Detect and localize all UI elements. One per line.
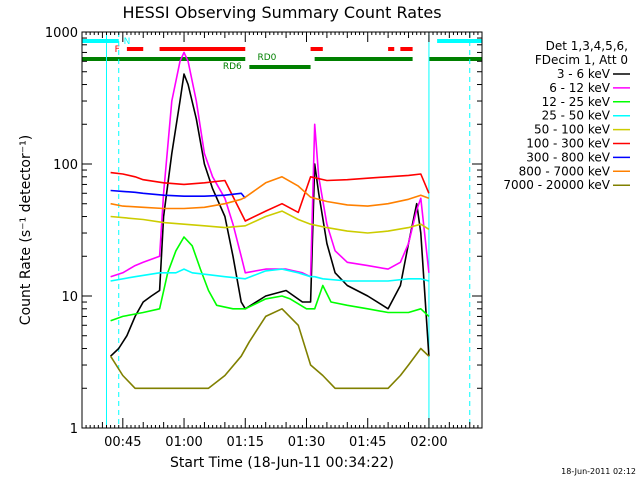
chart-title: HESSI Observing Summary Count Rates: [122, 3, 441, 22]
series-line-7: [110, 176, 430, 210]
series-line-0: [110, 73, 430, 357]
series-line-4: [110, 210, 430, 234]
x-tick-label: 02:00: [410, 435, 447, 450]
time-markers: [105, 32, 471, 428]
y-tick-label: 100: [53, 158, 78, 173]
flag-label-f: F: [115, 45, 120, 55]
legend-entry-label: 300 - 800 keV: [526, 150, 610, 164]
series-line-2: [110, 236, 430, 322]
series-line-8: [109, 307, 430, 390]
legend-entry-label: 100 - 300 keV: [526, 137, 610, 151]
y-tick-label: 1000: [45, 26, 78, 41]
flags-layer: NF RD0 RD6: [82, 37, 482, 72]
series-layer: [109, 51, 430, 390]
x-tick-label: 01:15: [227, 435, 264, 450]
series-line-6: [110, 189, 246, 199]
legend-entry-label: 800 - 7000 keV: [519, 164, 611, 178]
legend-header-line-2: FDecim 1, Att 0: [535, 53, 628, 67]
legend-entry-label: 50 - 100 keV: [534, 123, 611, 137]
series-line-3: [110, 268, 430, 282]
legend-entry-label: 7000 - 20000 keV: [503, 178, 610, 192]
legend-entry-label: 12 - 25 keV: [542, 95, 611, 109]
legend-entry-label: 3 - 6 keV: [557, 67, 611, 81]
series-line-1: [110, 51, 430, 278]
legend-entry-label: 6 - 12 keV: [549, 81, 611, 95]
x-tick-label: 01:45: [349, 435, 386, 450]
legend-header-line-1: Det 1,3,4,5,6,: [546, 39, 628, 53]
y-axis: 1 10 100 1000: [45, 26, 482, 437]
x-tick-label: 01:00: [165, 435, 202, 450]
x-tick-label: 00:45: [104, 435, 141, 450]
y-tick-label: 1: [70, 422, 78, 437]
flag-label-rd0: RD0: [258, 53, 277, 63]
legend: Det 1,3,4,5,6, FDecim 1, Att 0 3 - 6 keV…: [503, 39, 630, 192]
x-axis: 00:45 01:00 01:15 01:30 01:45 02:00: [85, 32, 479, 450]
flag-label-rd6: RD6: [223, 62, 242, 72]
flag-label-n: N: [124, 37, 131, 47]
y-axis-label: Count Rate (s⁻¹ detector⁻¹): [18, 135, 34, 325]
generation-timestamp: 18-Jun-2011 02:12: [561, 467, 636, 476]
plot-frame: [81, 31, 483, 429]
x-axis-label: Start Time (18-Jun-11 00:34:22): [170, 455, 394, 471]
y-tick-label: 10: [61, 290, 78, 305]
legend-entry-label: 25 - 50 keV: [542, 109, 611, 123]
x-tick-label: 01:30: [288, 435, 325, 450]
series-line-5: [110, 171, 430, 222]
